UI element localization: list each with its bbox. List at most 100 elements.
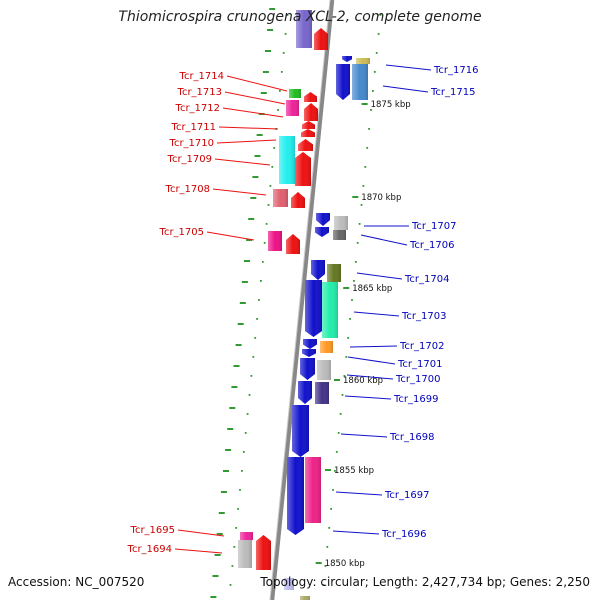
feature-box-tcr1716 [356,58,370,64]
scale-tick-minor [267,29,274,31]
gene-label-tcr-1695[interactable]: Tcr_1695 [130,525,175,536]
leader-line-tcr-1705 [206,231,255,241]
plus-arrow-tcr1697 [287,457,304,535]
feature-box-tcr1702 [320,341,333,353]
feature-box-bottom [284,578,294,590]
gene-label-tcr-1713[interactable]: Tcr_1713 [177,87,222,98]
scale-tick-minor [237,323,244,325]
guide-dot-outer [373,71,376,73]
gene-label-tcr-1709[interactable]: Tcr_1709 [167,154,212,165]
guide-dot-inner [260,280,262,282]
scale-tick-minor [252,176,259,178]
gene-label-tcr-1699[interactable]: Tcr_1699 [393,394,438,405]
plus-arrow-tcr1698 [292,405,309,457]
guide-dot-outer [370,109,372,111]
feature-box-tcr1714 [289,89,301,98]
feature-box-tcr1697 [305,457,321,523]
gene-label-tcr-1702[interactable]: Tcr_1702 [399,341,444,352]
plus-arrow-tcr1715 [336,64,350,100]
guide-dot-inner [237,508,239,510]
scale-tick-minor [254,155,261,157]
guide-dot-inner [277,109,279,111]
scale-tick-minor [231,386,238,388]
gene-label-tcr-1714[interactable]: Tcr_1714 [179,71,224,82]
gene-label-tcr-1706[interactable]: Tcr_1706 [409,240,454,251]
guide-dot-outer [358,223,361,225]
guide-dot-outer [368,128,370,130]
feature-box-tcr1706 [333,230,346,240]
gene-label-tcr-1703[interactable]: Tcr_1703 [401,311,446,322]
guide-dot-inner [258,299,260,301]
guide-dot-inner [263,242,266,244]
gene-label-tcr-1697[interactable]: Tcr_1697 [384,490,429,501]
guide-dot-outer [322,584,325,586]
gene-label-tcr-1708[interactable]: Tcr_1708 [165,184,210,195]
gene-label-tcr-1712[interactable]: Tcr_1712 [175,103,220,114]
scale-label: 1860 kbp [343,376,383,386]
guide-dot-inner [239,489,241,491]
guide-dot-outer [366,147,369,149]
leader-line-tcr-1699 [344,395,392,400]
genome-backbone [269,0,335,600]
guide-dot-outer [349,318,351,320]
scale-tick-minor [244,260,250,262]
guide-dot-outer [328,527,331,529]
scale-tick-minor [233,365,240,367]
genome-summary-text: Topology: circular; Length: 2,427,734 bp… [260,575,590,589]
gene-label-tcr-1710[interactable]: Tcr_1710 [169,138,214,149]
genome-backbone-highlight [269,0,331,600]
guide-dot-outer [334,470,336,472]
scale-tick-major [315,562,322,564]
label-leader-lines [174,64,432,554]
leader-line-tcr-1713 [224,91,286,105]
guide-dot-outer [356,242,359,244]
gene-label-tcr-1698[interactable]: Tcr_1698 [389,432,434,443]
leader-line-tcr-1701 [347,356,396,365]
scale-tick-minor [218,512,225,514]
gene-label-tcr-1701[interactable]: Tcr_1701 [397,359,442,370]
leader-line-tcr-1712 [222,107,284,118]
gene-label-tcr-1700[interactable]: Tcr_1700 [395,374,440,385]
scale-tick-minor [256,134,263,136]
feature-box-tcr1694 [238,540,252,568]
leader-line-tcr-1714 [226,75,288,92]
scale-tick-minor [220,491,227,493]
leader-line-tcr-1711 [218,126,279,130]
guide-dot-inner [248,394,251,396]
scale-tick-minor [246,239,253,241]
scale-tick-minor [239,302,246,304]
scale-tick-major [352,196,359,198]
guide-dot-inner [273,147,276,149]
guide-dot-inner [265,223,268,225]
gene-label-tcr-1716[interactable]: Tcr_1716 [433,65,478,76]
gene-label-tcr-1711[interactable]: Tcr_1711 [171,122,216,133]
plus-arrow-tcr1703 [305,280,322,337]
scale-tick-minor [223,470,229,472]
gene-label-tcr-1705[interactable]: Tcr_1705 [159,227,204,238]
plus-arrow-tcr1707 [316,213,330,226]
plus-arrow-tcr1701 [302,349,316,357]
scale-tick-minor [214,554,221,556]
leader-line-tcr-1695 [177,529,225,537]
gene-label-tcr-1694[interactable]: Tcr_1694 [127,544,172,555]
scale-labels: 1875 kbp 1870 kbp 1865 kbp 1860 kbp 1855 kbp… [325,100,411,569]
scale-label: 1875 kbp [371,100,411,110]
gene-label-tcr-1715[interactable]: Tcr_1715 [430,87,475,98]
guide-dot-inner [241,470,243,472]
guide-dot-inner [279,90,281,92]
gene-label-tcr-1707[interactable]: Tcr_1707 [411,221,456,232]
guide-dot-inner [246,413,249,415]
plus-arrow-tcr1702 [303,339,317,349]
minus-arrow-tcr1705 [286,234,300,254]
leader-line-tcr-1700 [346,374,394,380]
leader-line-tcr-1716 [385,64,432,71]
gene-label-tcr-1696[interactable]: Tcr_1696 [381,529,426,540]
guide-dot-outer [364,166,367,168]
gene-features [238,10,370,600]
guide-dot-inner [267,204,270,206]
minus-arrow-tcr1694 [256,535,271,570]
guide-dot-outer [360,204,363,206]
gene-label-tcr-1704[interactable]: Tcr_1704 [404,274,449,285]
